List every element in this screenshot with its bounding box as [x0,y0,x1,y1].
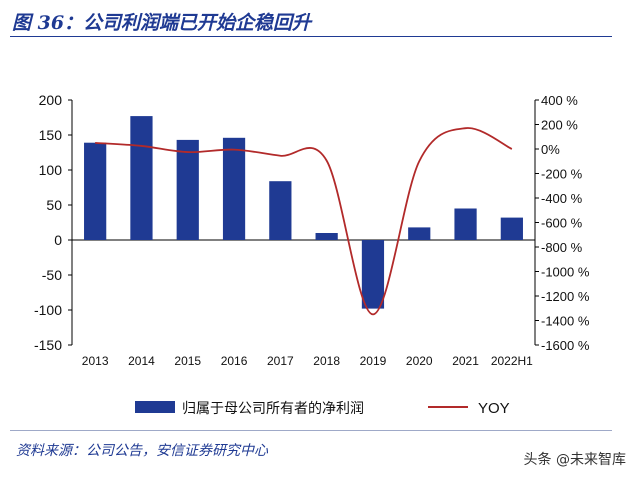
x-tick-label: 2013 [82,354,109,368]
x-tick-label: 2020 [406,354,433,368]
legend: 归属于母公司所有者的净利润 YOY [135,400,510,417]
bar-2017 [269,181,292,240]
right-axis-ticks: 400 % 200 % 0% -200 % -400 % -600 % -800 % -100… [535,93,590,353]
title-rule [10,36,612,37]
right-tick-label: 200 % [541,118,578,133]
right-tick-label: -400 % [541,191,583,206]
x-tick-label: 2017 [267,354,294,368]
legend-bar-label: 归属于母公司所有者的净利润 [182,400,364,416]
bar-2018 [315,233,338,240]
x-tick-label: 2014 [128,354,155,368]
bars-group [84,116,523,309]
left-tick-label: 150 [39,127,63,143]
bar-2019 [361,240,385,309]
left-tick-label: 50 [46,197,62,213]
x-tick-label: 2022H1 [491,354,533,368]
figure-header: 图 36：公司利润端已开始企稳回升 [0,0,640,40]
chart-area: 200 150 100 50 0 -50 -100 -150 400 % 200 % 0% -200… [34,92,590,417]
legend-line-label: YOY [478,400,510,417]
source-note: 资料来源：公司公告，安信证券研究中心 [16,443,268,459]
x-tick-label: 2018 [313,354,340,368]
yoy-line [95,127,513,316]
bar-2022H1 [500,217,523,240]
bar-2021 [454,208,477,240]
x-tick-label: 2016 [221,354,248,368]
right-tick-label: 400 % [541,93,578,108]
left-tick-label: -50 [42,267,62,283]
x-tick-label: 2015 [174,354,201,368]
right-tick-label: -1000 % [541,265,590,280]
left-axis-ticks: 200 150 100 50 0 -50 -100 -150 [34,92,72,353]
left-tick-label: 100 [39,162,63,178]
figure-title: 图 36：公司利润端已开始企稳回升 [12,12,312,34]
legend-bar-swatch [135,401,175,413]
bar-2015 [176,139,199,240]
right-tick-label: -1400 % [541,314,590,329]
x-tick-label: 2021 [452,354,479,368]
watermark: 头条 @未来智库 [523,452,626,468]
x-tick-label: 2019 [360,354,387,368]
left-tick-label: -100 [34,302,62,318]
right-tick-label: -1600 % [541,338,590,353]
left-tick-label: 200 [39,92,63,108]
bar-2013 [84,142,107,240]
x-axis-ticks: 2013 2014 2015 2016 2017 2018 2019 2020 2021 2022… [82,354,533,368]
right-tick-label: -800 % [541,240,583,255]
left-tick-label: -150 [34,337,62,353]
right-tick-label: 0% [541,142,560,157]
yoy-line-group [95,127,513,316]
footer-rule [10,430,612,431]
left-tick-label: 0 [54,232,62,248]
right-tick-label: -600 % [541,216,583,231]
right-tick-label: -1200 % [541,289,590,304]
bar-2016 [222,137,246,240]
right-tick-label: -200 % [541,167,583,182]
bar-2014 [130,116,153,240]
bar-2020 [408,227,431,240]
